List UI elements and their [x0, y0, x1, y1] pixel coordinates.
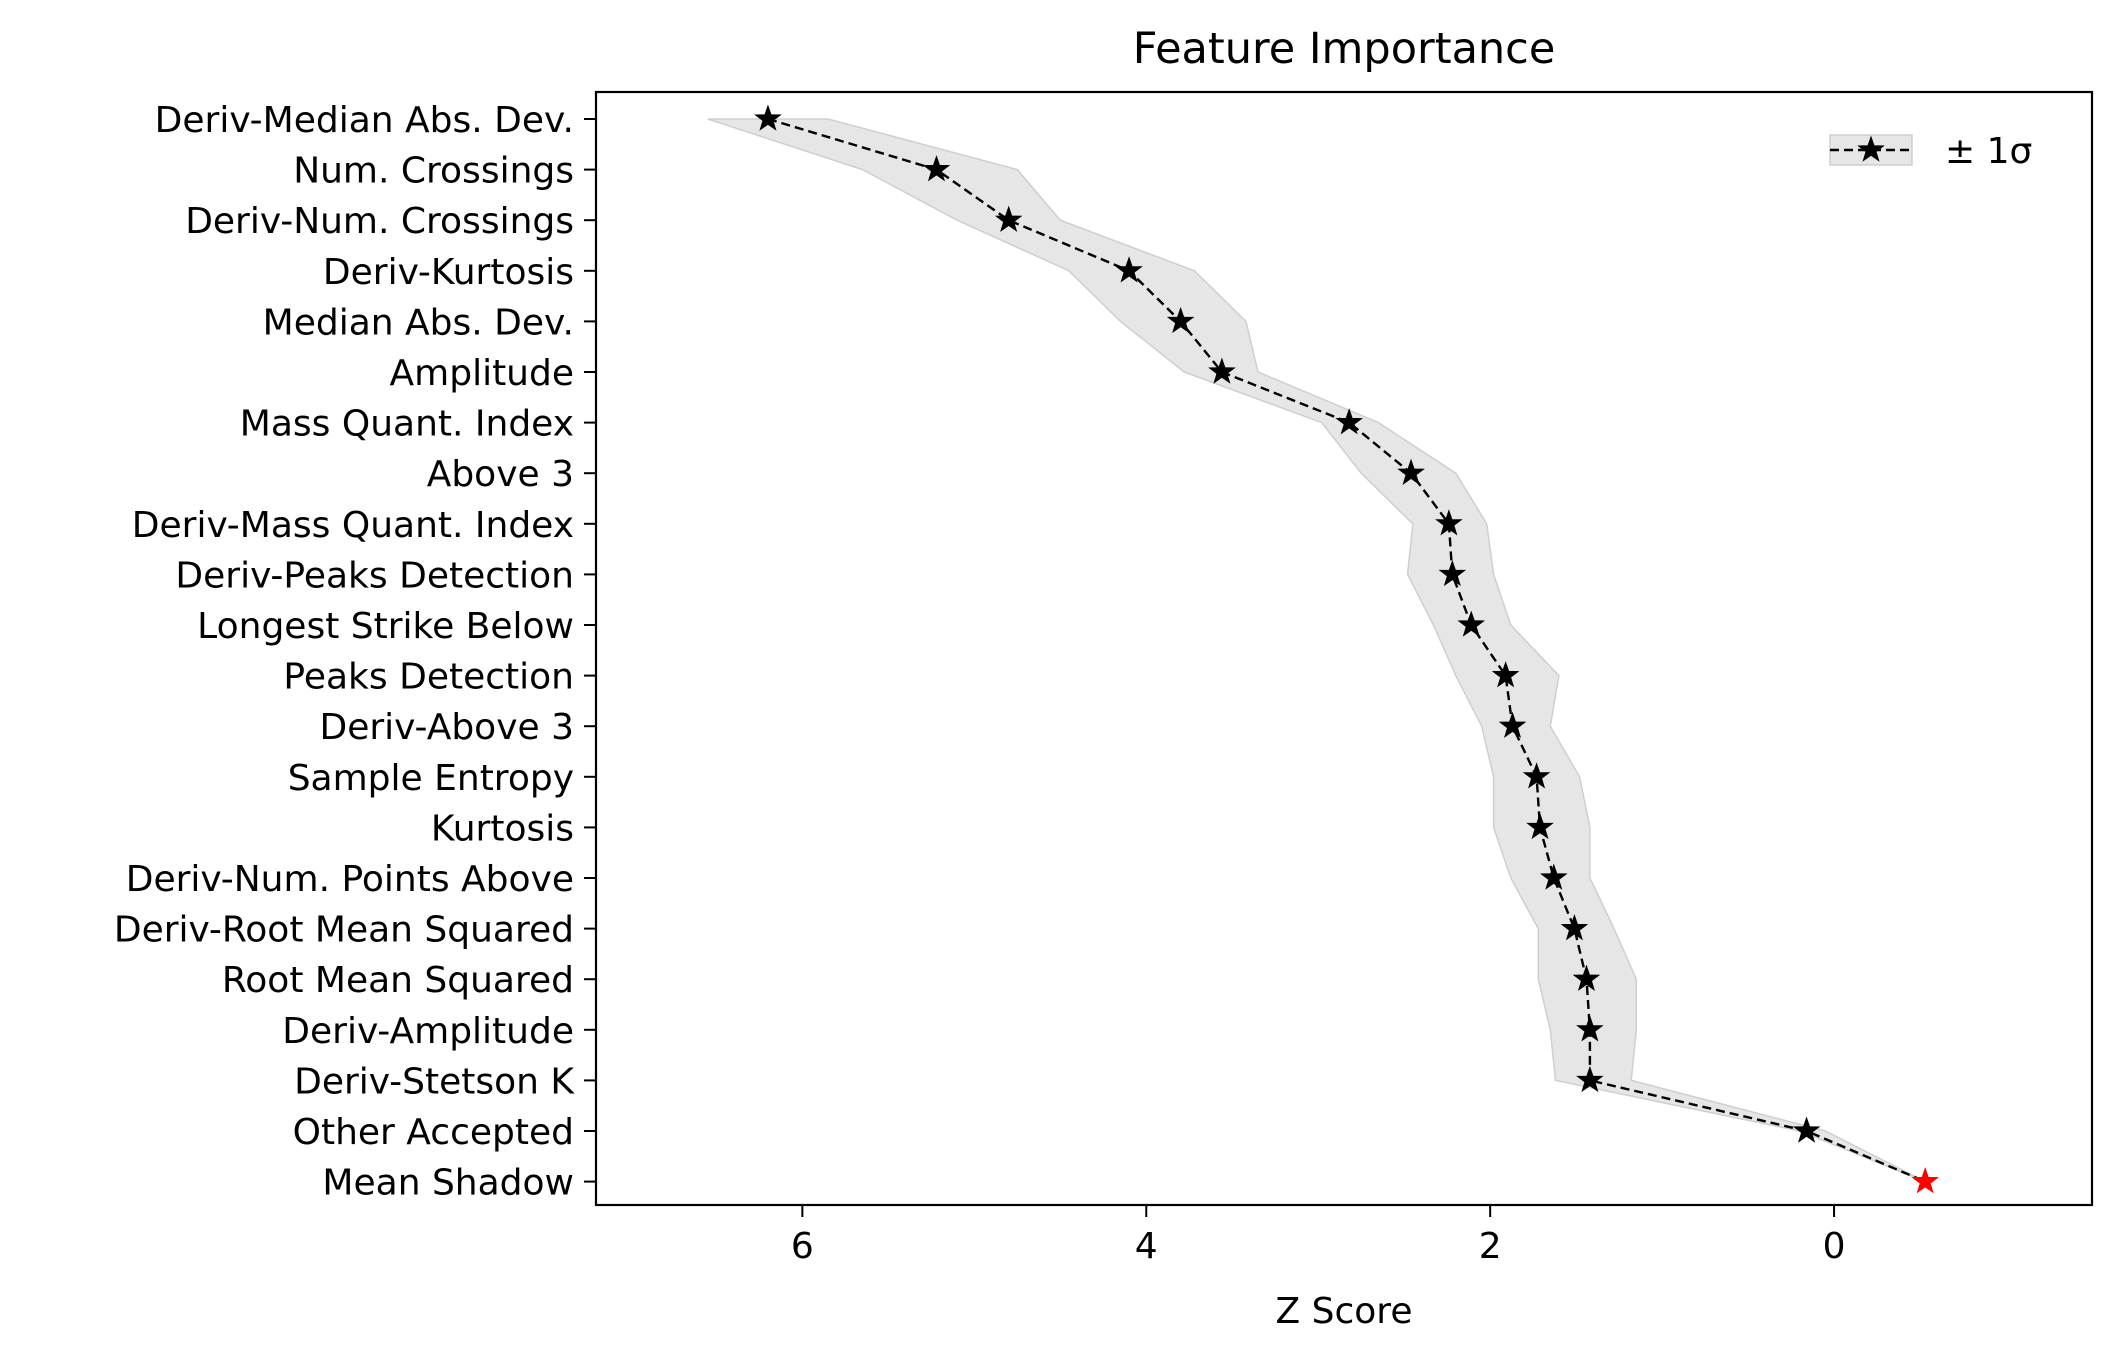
x-tick-label: 2	[1479, 1226, 1502, 1267]
y-tick-label: Longest Strike Below	[197, 606, 574, 647]
data-point	[1457, 610, 1486, 637]
chart-title: Feature Importance	[1133, 24, 1556, 74]
data-point	[1435, 509, 1463, 536]
y-tick-label: Deriv-Stetson K	[294, 1061, 575, 1102]
y-tick-label: Kurtosis	[431, 808, 574, 849]
data-point	[754, 104, 782, 131]
data-point	[1572, 964, 1601, 991]
data-point	[1576, 1065, 1604, 1093]
plot-frame	[594, 90, 2094, 1207]
y-tick-label: Other Accepted	[293, 1112, 574, 1153]
x-tick-label: 4	[1135, 1226, 1158, 1267]
y-tick-label: Deriv-Num. Crossings	[185, 201, 574, 242]
x-tick-label: 6	[791, 1226, 814, 1267]
y-tick-label: Peaks Detection	[283, 657, 574, 698]
data-point	[1576, 1015, 1604, 1042]
data-point	[1560, 914, 1589, 941]
y-tick-label: Mean Shadow	[322, 1163, 574, 1204]
data-point	[1526, 812, 1554, 840]
legend-label: ± 1σ	[1945, 131, 2032, 172]
data-point	[1166, 306, 1195, 334]
x-axis: 6 4 2 0	[791, 1205, 1846, 1267]
y-axis: Deriv-Median Abs. Dev. Num. Crossings Deri…	[114, 100, 596, 1204]
y-tick-label: Root Mean Squared	[222, 960, 574, 1001]
data-point	[994, 205, 1023, 232]
series-line	[767, 117, 1926, 1183]
y-tick-label: Num. Crossings	[293, 151, 574, 192]
y-tick-label: Deriv-Median Abs. Dev.	[155, 100, 574, 141]
plot-area	[707, 104, 1940, 1194]
y-tick-label: Above 3	[427, 454, 574, 495]
y-tick-label: Deriv-Peaks Detection	[175, 555, 574, 596]
y-tick-label: Amplitude	[390, 353, 574, 394]
data-point	[1491, 661, 1520, 688]
data-point	[1438, 559, 1467, 587]
y-tick-label: Deriv-Amplitude	[282, 1011, 574, 1052]
data-point	[1208, 357, 1236, 384]
y-tick-label: Sample Entropy	[288, 758, 574, 799]
y-tick-label: Median Abs. Dev.	[263, 302, 574, 343]
y-tick-label: Deriv-Above 3	[319, 707, 574, 748]
data-point	[1792, 1116, 1821, 1143]
data-point	[922, 155, 951, 182]
y-tick-label: Deriv-Num. Points Above	[126, 859, 574, 900]
x-axis-label: Z Score	[1276, 1291, 1413, 1332]
y-tick-label: Deriv-Mass Quant. Index	[132, 505, 574, 546]
legend: ± 1σ	[1829, 131, 2032, 172]
data-point	[1522, 762, 1551, 789]
sigma-band	[707, 118, 1926, 1183]
legend-star-marker	[1857, 135, 1885, 162]
data-point	[1498, 711, 1527, 738]
data-point	[1397, 458, 1425, 485]
y-tick-label: Mass Quant. Index	[240, 404, 574, 445]
data-point	[1115, 256, 1143, 283]
y-tick-label: Deriv-Root Mean Squared	[114, 910, 574, 951]
x-tick-label: 0	[1823, 1226, 1846, 1267]
data-point	[1335, 408, 1363, 435]
data-point	[1911, 1167, 1940, 1194]
data-point	[1539, 863, 1568, 890]
y-tick-label: Deriv-Kurtosis	[323, 252, 574, 293]
